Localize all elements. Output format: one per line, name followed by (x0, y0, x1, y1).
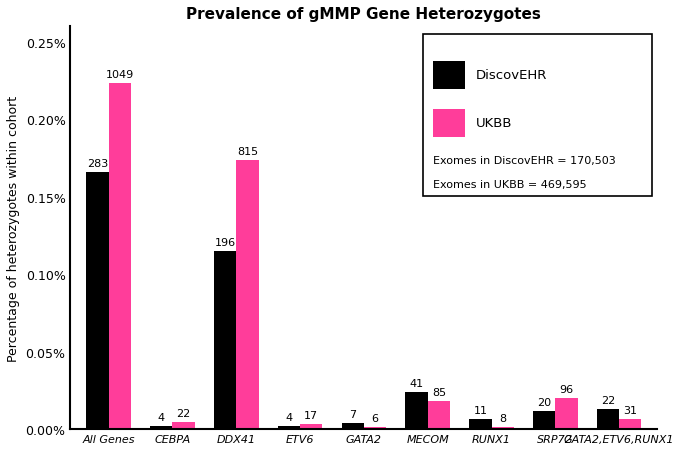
Bar (277, 426, 300, 429)
Text: 22: 22 (177, 408, 190, 418)
Text: 283: 283 (87, 159, 108, 169)
Text: 7: 7 (349, 409, 356, 419)
Bar (556, 398, 577, 429)
Bar (469, 419, 492, 429)
Text: 8: 8 (499, 413, 506, 423)
Bar (364, 427, 386, 429)
Text: 96: 96 (560, 384, 573, 394)
Text: 6: 6 (371, 414, 379, 423)
Bar (433, 61, 465, 90)
Y-axis label: Percentage of heterozygotes within cohort: Percentage of heterozygotes within cohor… (7, 96, 20, 361)
Title: Prevalence of gMMP Gene Heterozygotes: Prevalence of gMMP Gene Heterozygotes (186, 7, 541, 22)
Bar (214, 252, 236, 429)
Text: Exomes in DiscovEHR = 170,503: Exomes in DiscovEHR = 170,503 (433, 156, 616, 166)
Bar (406, 392, 427, 429)
Bar (533, 411, 556, 429)
Bar (492, 427, 514, 429)
Bar (342, 423, 364, 429)
Bar (433, 110, 465, 138)
Bar (109, 84, 131, 429)
Text: Exomes in UKBB = 469,595: Exomes in UKBB = 469,595 (433, 180, 587, 190)
FancyBboxPatch shape (423, 35, 651, 196)
Text: 196: 196 (214, 238, 236, 248)
Bar (86, 173, 109, 429)
Text: 41: 41 (410, 378, 423, 388)
Bar (300, 423, 323, 429)
Text: 85: 85 (432, 387, 446, 397)
Text: 1049: 1049 (105, 70, 134, 80)
Text: UKBB: UKBB (476, 117, 512, 130)
Text: 815: 815 (237, 147, 258, 157)
Text: 4: 4 (158, 412, 165, 422)
Text: DiscovEHR: DiscovEHR (476, 69, 547, 82)
Text: 31: 31 (623, 405, 637, 415)
Bar (236, 161, 259, 429)
Text: 4: 4 (286, 412, 292, 422)
Bar (597, 410, 619, 429)
Bar (150, 426, 173, 429)
Text: 17: 17 (304, 410, 319, 420)
Text: 20: 20 (537, 397, 551, 407)
Text: 11: 11 (473, 405, 487, 415)
Bar (173, 422, 195, 429)
Bar (427, 401, 450, 429)
Bar (619, 419, 641, 429)
Text: 22: 22 (601, 396, 615, 405)
